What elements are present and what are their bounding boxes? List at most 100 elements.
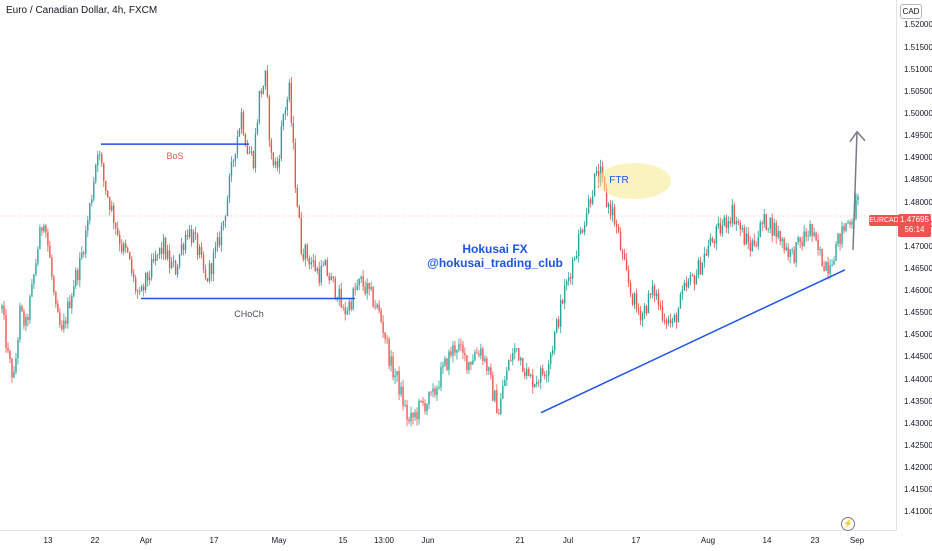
choch-label: CHoCh <box>234 309 264 319</box>
candle-body <box>130 259 133 274</box>
ftr-label: FTR <box>609 175 629 186</box>
symbol-tag: EURCAD <box>869 215 899 226</box>
candle-body <box>144 272 147 290</box>
candle-body <box>95 165 97 182</box>
candle-body <box>709 238 712 246</box>
lightning-icon[interactable]: ⚡ <box>841 517 855 531</box>
time-tick-label: Jul <box>562 536 574 545</box>
candle-body <box>208 263 211 282</box>
watermark-title: Hokusai FX <box>462 242 528 256</box>
price-axis[interactable] <box>896 0 932 530</box>
candle-body <box>276 161 279 168</box>
candle-body <box>775 222 777 238</box>
candle-body <box>761 222 763 225</box>
candle-body <box>312 260 314 262</box>
candle-body <box>89 203 91 221</box>
price-tick-label: 1.42000 <box>904 463 932 473</box>
candle-body <box>583 224 586 233</box>
candle-body <box>330 276 332 281</box>
candle-body <box>75 270 77 286</box>
candle-body <box>765 214 767 230</box>
candle-body <box>522 357 524 372</box>
candle-body <box>542 368 544 375</box>
candle-body <box>490 367 492 376</box>
candle-body <box>799 237 801 242</box>
candle-body <box>228 176 231 199</box>
candle-body <box>41 227 43 232</box>
candle-body <box>206 278 209 282</box>
candle-body <box>504 380 506 387</box>
candle-body <box>785 247 787 251</box>
candle-body <box>190 229 193 243</box>
candle-body <box>107 190 109 198</box>
candle-body <box>430 391 432 393</box>
plot-area[interactable] <box>0 0 896 530</box>
candle-body <box>552 349 554 354</box>
candle-body <box>645 306 648 314</box>
candle-body <box>839 233 841 245</box>
candle-body <box>693 275 696 285</box>
price-tick-label: 1.52000 <box>904 20 932 30</box>
candle-body <box>398 371 400 395</box>
candle-body <box>829 265 831 274</box>
time-tick-label: 14 <box>762 536 772 545</box>
candle-body <box>396 371 398 376</box>
candle-body <box>659 304 662 307</box>
candle-body <box>1 305 3 309</box>
candle-body <box>11 358 13 378</box>
candle-body <box>49 245 51 258</box>
candle-body <box>125 243 127 249</box>
candle-body <box>735 221 737 225</box>
candle-body <box>346 310 348 315</box>
candle-body <box>512 353 514 361</box>
candle-body <box>154 254 157 262</box>
time-axis[interactable] <box>0 530 896 551</box>
candle-body <box>811 223 813 236</box>
candle-body <box>675 315 678 323</box>
price-tick-label: 1.43500 <box>904 396 932 406</box>
price-tick-label: 1.41500 <box>904 485 932 495</box>
candle-body <box>71 296 73 309</box>
candle-body <box>294 142 297 188</box>
time-tick-label: Apr <box>139 536 153 545</box>
candle-body <box>103 163 105 181</box>
candle-body <box>414 412 416 418</box>
candle-body <box>665 320 668 324</box>
candle-body <box>324 260 326 266</box>
candle-body <box>308 258 310 265</box>
candle-body <box>256 122 259 134</box>
candle-body <box>424 403 426 412</box>
candle-body <box>813 232 815 236</box>
candle-body <box>370 287 372 290</box>
candle-body <box>524 371 526 377</box>
currency-badge[interactable]: CAD <box>900 4 922 19</box>
candle-body <box>699 260 702 275</box>
candle-body <box>438 387 440 389</box>
candle-body <box>272 152 275 166</box>
candle-body <box>202 255 205 270</box>
candle-body <box>857 196 859 201</box>
candle-body <box>5 315 7 348</box>
candle-body <box>382 321 384 333</box>
candle-body <box>67 301 69 324</box>
candle-body <box>224 215 227 221</box>
candle-body <box>725 217 728 228</box>
candle-body <box>210 263 213 275</box>
candle-body <box>496 390 498 414</box>
time-tick-label: May <box>271 536 287 545</box>
candle-body <box>406 404 408 420</box>
candle-body <box>168 250 171 268</box>
candle-body <box>194 232 197 235</box>
price-tick-label: 1.45500 <box>904 308 932 318</box>
chart-title: Euro / Canadian Dollar, 4h, FXCM <box>6 5 158 16</box>
candle-body <box>45 225 47 233</box>
price-tick-label: 1.49500 <box>904 131 932 141</box>
candle-body <box>851 221 853 225</box>
candle-body <box>188 229 191 237</box>
candle-body <box>803 231 805 246</box>
time-tick-label: 23 <box>810 536 820 545</box>
candle-body <box>569 277 572 279</box>
watermark-handle: @hokusai_trading_club <box>427 256 563 270</box>
candle-body <box>805 231 807 237</box>
